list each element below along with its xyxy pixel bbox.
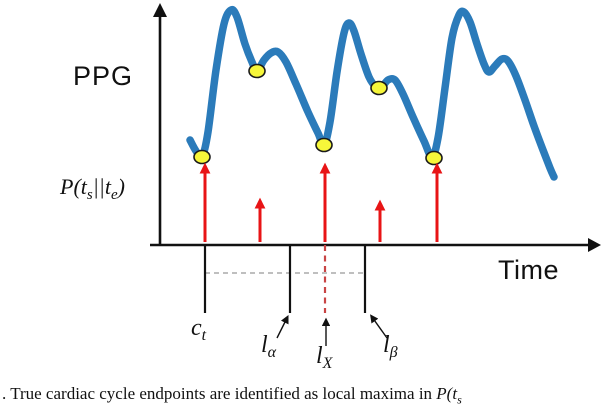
tick-label-ct: ct [191,315,207,344]
la-pointer-arrow-icon [276,314,289,339]
endpoint-markers [193,63,443,166]
endpoint-marker [193,149,211,165]
y-axis-arrowhead-icon [153,3,167,17]
x-axis [150,238,601,252]
ppg-plot: PPG P(ts||te) Time ct lα lX lβ [59,3,601,372]
x-axis-arrowhead-icon [588,238,601,252]
ppg-axis-label: PPG [73,61,133,91]
endpoint-marker [425,150,443,166]
caption-text: . True cardiac cycle endpoints are ident… [2,384,437,403]
time-axis-label: Time [498,255,559,285]
caption-formula-subscript: s [457,392,462,407]
pointer-arrows [276,314,388,346]
y-axis [153,3,167,246]
caption-formula: P(t [436,384,458,403]
probability-stems [199,162,443,242]
tick-label-l-alpha: lα [261,332,277,361]
tick-lines [203,245,367,313]
endpoint-marker [248,63,266,79]
ppg-curve [186,5,558,181]
probability-axis-label: P(ts||te) [59,174,125,203]
tick-label-l-x: lX [316,343,334,372]
endpoint-marker [370,80,388,96]
figure-caption: . True cardiac cycle endpoints are ident… [2,384,608,407]
endpoint-marker [315,137,333,153]
tick-label-l-beta: lβ [383,332,398,361]
ppg-waveform [186,5,558,181]
lb-pointer-arrow-icon [370,314,388,339]
